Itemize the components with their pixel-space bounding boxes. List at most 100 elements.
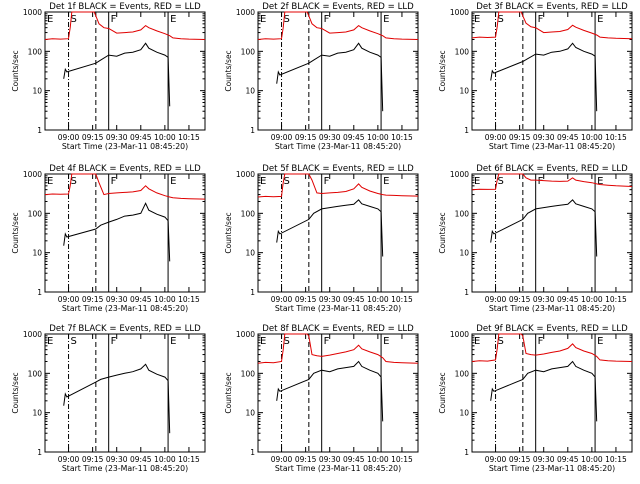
marker-label: E bbox=[260, 336, 266, 347]
x-tick-label: 09:15 bbox=[295, 455, 317, 464]
x-tick-label: 09:00 bbox=[271, 295, 293, 304]
x-tick-label: 09:00 bbox=[485, 133, 507, 142]
marker-label: E bbox=[597, 14, 603, 25]
events-series-line bbox=[490, 42, 598, 112]
y-tick-label: 10 bbox=[32, 409, 42, 418]
y-tick-label: 1 bbox=[37, 126, 42, 135]
events-series-line bbox=[63, 202, 171, 262]
y-tick-label: 1 bbox=[464, 288, 469, 297]
y-axis-label: Counts/sec bbox=[11, 212, 20, 253]
marker-label: E bbox=[597, 336, 603, 347]
x-tick-label: 09:45 bbox=[557, 133, 579, 142]
chart-title: Det 3f BLACK = Events, RED = LLD bbox=[476, 2, 628, 12]
x-tick-label: 09:30 bbox=[533, 295, 555, 304]
x-tick-label: 10:00 bbox=[154, 295, 176, 304]
marker-label: F bbox=[538, 14, 544, 25]
marker-label: E bbox=[260, 14, 266, 25]
marker-label: E bbox=[170, 336, 176, 347]
y-tick-label: 1 bbox=[464, 126, 469, 135]
y-tick-label: 10 bbox=[245, 249, 255, 258]
x-tick-label: 09:30 bbox=[106, 133, 128, 142]
marker-label: E bbox=[260, 176, 266, 187]
marker-label: E bbox=[170, 176, 176, 187]
x-axis-label: Start Time (23-Mar-11 08:45:20) bbox=[62, 464, 188, 473]
chart-panel: Det 7f BLACK = Events, RED = LLD 1 10 100 10… bbox=[11, 324, 206, 473]
x-tick-label: 10:00 bbox=[367, 133, 389, 142]
y-tick-label: 1 bbox=[250, 126, 255, 135]
y-axis-label: Counts/sec bbox=[224, 50, 233, 91]
chart-panel: Det 5f BLACK = Events, RED = LLD 1 10 100 10… bbox=[224, 164, 419, 313]
y-axis-label: Counts/sec bbox=[11, 372, 20, 413]
chart-title: Det 4f BLACK = Events, RED = LLD bbox=[49, 164, 201, 174]
marker-label: F bbox=[324, 14, 330, 25]
marker-label: F bbox=[111, 14, 117, 25]
y-tick-label: 100 bbox=[241, 47, 256, 56]
x-tick-label: 10:15 bbox=[178, 133, 200, 142]
marker-label: E bbox=[383, 336, 389, 347]
x-tick-label: 09:45 bbox=[343, 295, 365, 304]
chart-panel: Det 4f BLACK = Events, RED = LLD 1 10 100 10… bbox=[11, 164, 206, 313]
chart-panel: Det 8f BLACK = Events, RED = LLD 1 10 100 10… bbox=[224, 324, 419, 473]
x-tick-label: 10:15 bbox=[391, 295, 413, 304]
x-tick-label: 09:15 bbox=[509, 455, 531, 464]
x-tick-label: 09:45 bbox=[557, 455, 579, 464]
y-tick-label: 10 bbox=[459, 87, 469, 96]
x-tick-label: 09:15 bbox=[82, 295, 104, 304]
events-series-line bbox=[276, 199, 384, 257]
y-tick-label: 1000 bbox=[23, 170, 42, 179]
x-tick-label: 09:15 bbox=[295, 133, 317, 142]
lld-series-line bbox=[44, 11, 206, 40]
y-tick-label: 1000 bbox=[450, 8, 469, 17]
y-axis-label: Counts/sec bbox=[11, 50, 20, 91]
marker-label: E bbox=[170, 14, 176, 25]
y-tick-label: 1 bbox=[250, 448, 255, 457]
y-tick-label: 100 bbox=[455, 47, 470, 56]
x-tick-label: 10:15 bbox=[391, 133, 413, 142]
events-series-line bbox=[490, 199, 598, 257]
lld-series-line bbox=[257, 11, 419, 40]
marker-label: E bbox=[474, 336, 480, 347]
x-tick-label: 09:15 bbox=[295, 295, 317, 304]
x-tick-label: 09:30 bbox=[533, 455, 555, 464]
y-tick-label: 100 bbox=[455, 369, 470, 378]
marker-label: E bbox=[383, 176, 389, 187]
x-tick-label: 10:00 bbox=[367, 455, 389, 464]
x-axis-label: Start Time (23-Mar-11 08:45:20) bbox=[275, 304, 401, 313]
x-tick-label: 09:45 bbox=[130, 455, 152, 464]
y-tick-label: 10 bbox=[459, 409, 469, 418]
x-tick-label: 09:15 bbox=[82, 455, 104, 464]
x-tick-label: 09:45 bbox=[130, 133, 152, 142]
x-tick-label: 09:15 bbox=[509, 133, 531, 142]
x-tick-label: 09:45 bbox=[130, 295, 152, 304]
marker-label: S bbox=[284, 336, 290, 347]
chart-title: Det 9f BLACK = Events, RED = LLD bbox=[476, 324, 628, 334]
chart-title: Det 5f BLACK = Events, RED = LLD bbox=[262, 164, 414, 174]
chart-panel: Det 2f BLACK = Events, RED = LLD 1 10 100 10… bbox=[224, 2, 419, 151]
marker-label: F bbox=[324, 336, 330, 347]
lld-series-line bbox=[471, 333, 633, 362]
y-tick-label: 100 bbox=[28, 209, 43, 218]
x-tick-label: 10:15 bbox=[178, 455, 200, 464]
marker-label: F bbox=[111, 176, 117, 187]
x-tick-label: 09:30 bbox=[319, 133, 341, 142]
events-series-line bbox=[63, 363, 171, 434]
y-tick-label: 100 bbox=[455, 209, 470, 218]
x-axis-label: Start Time (23-Mar-11 08:45:20) bbox=[489, 304, 615, 313]
x-tick-label: 10:15 bbox=[605, 133, 627, 142]
marker-label: F bbox=[111, 336, 117, 347]
x-tick-label: 09:30 bbox=[319, 295, 341, 304]
marker-label: E bbox=[474, 176, 480, 187]
x-tick-label: 09:45 bbox=[343, 455, 365, 464]
y-tick-label: 1 bbox=[464, 448, 469, 457]
y-tick-label: 1000 bbox=[236, 170, 255, 179]
marker-label: S bbox=[71, 176, 77, 187]
y-tick-label: 1000 bbox=[236, 8, 255, 17]
marker-label: S bbox=[284, 14, 290, 25]
x-axis-label: Start Time (23-Mar-11 08:45:20) bbox=[62, 304, 188, 313]
y-tick-label: 1 bbox=[37, 288, 42, 297]
chart-panel: Det 3f BLACK = Events, RED = LLD 1 10 100 10… bbox=[438, 2, 633, 151]
marker-label: E bbox=[47, 14, 53, 25]
marker-label: E bbox=[474, 14, 480, 25]
y-tick-label: 1000 bbox=[23, 8, 42, 17]
